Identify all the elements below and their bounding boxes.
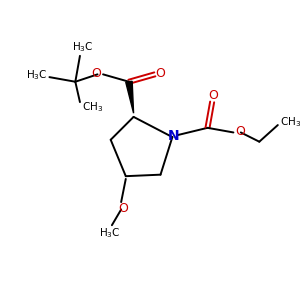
Text: O: O — [92, 67, 101, 80]
Text: O: O — [235, 125, 245, 138]
Text: O: O — [208, 89, 218, 102]
Text: H$_3$C: H$_3$C — [26, 68, 47, 82]
Text: O: O — [118, 202, 128, 215]
Text: CH$_3$: CH$_3$ — [82, 100, 103, 114]
Text: O: O — [155, 67, 165, 80]
Text: N: N — [167, 129, 179, 143]
Text: H$_3$C: H$_3$C — [72, 40, 94, 54]
Polygon shape — [126, 81, 134, 113]
Text: CH$_3$: CH$_3$ — [280, 116, 300, 129]
Text: H$_3$C: H$_3$C — [99, 226, 121, 240]
